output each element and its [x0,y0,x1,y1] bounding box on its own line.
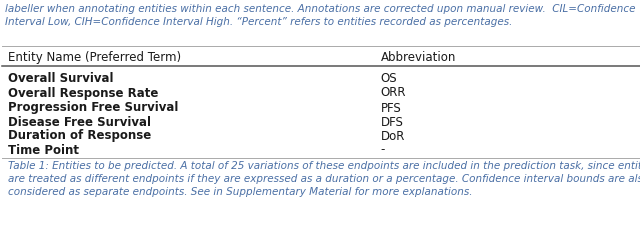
Text: DoR: DoR [381,130,405,142]
Text: Overall Response Rate: Overall Response Rate [8,87,158,99]
Text: Abbreviation: Abbreviation [381,52,456,65]
Text: OS: OS [381,71,397,85]
Text: Overall Survival: Overall Survival [8,71,113,85]
Text: Table 1: Entities to be predicted. A total of 25 variations of these endpoints a: Table 1: Entities to be predicted. A tot… [8,161,640,197]
Text: Entity Name (Preferred Term): Entity Name (Preferred Term) [8,52,181,65]
Text: DFS: DFS [381,115,404,128]
Text: labeller when annotating entities within each sentence. Annotations are correcte: labeller when annotating entities within… [5,4,636,27]
Text: Time Point: Time Point [8,144,79,156]
Text: Progression Free Survival: Progression Free Survival [8,101,178,114]
Text: -: - [381,144,385,156]
Text: PFS: PFS [381,101,401,114]
Text: Duration of Response: Duration of Response [8,130,151,142]
Text: ORR: ORR [381,87,406,99]
Text: Disease Free Survival: Disease Free Survival [8,115,150,128]
